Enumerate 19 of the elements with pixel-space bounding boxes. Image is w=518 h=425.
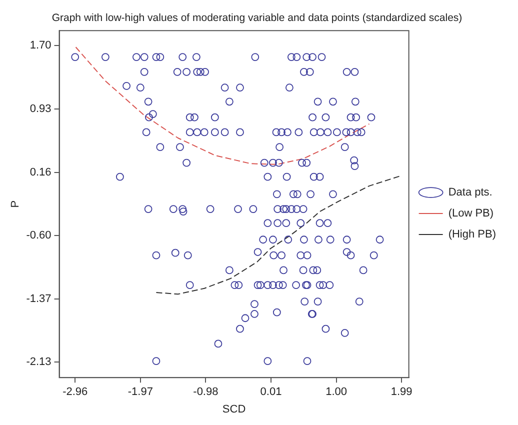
x-tick-label: -0.98	[193, 386, 218, 398]
x-tick-label: 0.01	[260, 386, 282, 398]
legend-label: (Low PB)	[448, 208, 494, 220]
y-tick-label: 0.93	[30, 103, 52, 116]
y-tick-label: 0.16	[30, 166, 52, 179]
y-tick-label: -0.60	[26, 230, 52, 242]
y-axis-title: P	[10, 200, 22, 208]
x-tick-label: 1.00	[326, 386, 347, 398]
x-tick-label: -2.96	[62, 386, 88, 398]
chart-title: Graph with low-high values of moderating variable and data points (standardized scales)	[52, 12, 462, 24]
y-tick-label: -2.13	[26, 356, 52, 368]
x-axis-title: SCD	[222, 403, 246, 416]
line-series	[156, 176, 401, 295]
y-tick-label: 1.70	[30, 40, 52, 52]
x-tick-label: 1.99	[390, 386, 412, 398]
legend-label: (High PB)	[448, 228, 496, 241]
x-tick-label: -1.97	[128, 386, 153, 398]
y-tick-label: -1.37	[26, 293, 52, 306]
legend-label: Data pts.	[448, 186, 492, 199]
